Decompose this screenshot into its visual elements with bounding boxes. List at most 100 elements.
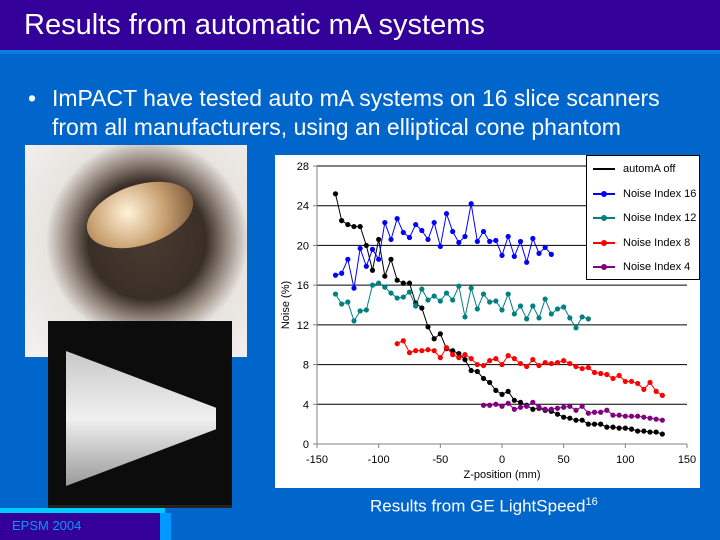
data-point — [647, 415, 653, 421]
legend-label: Noise Index 4 — [623, 261, 691, 273]
data-point — [524, 403, 530, 409]
y-tick-label: 4 — [303, 399, 309, 411]
legend-item: Noise Index 8 — [593, 236, 690, 250]
data-point — [610, 424, 616, 430]
data-point — [641, 414, 647, 420]
data-point — [505, 233, 511, 240]
data-point — [659, 417, 665, 423]
footer-bar — [0, 513, 160, 540]
x-tick-label: -150 — [306, 454, 328, 466]
data-point — [548, 360, 554, 367]
data-point — [598, 421, 604, 427]
data-point — [443, 290, 450, 296]
data-point — [511, 406, 517, 412]
data-point — [369, 267, 376, 273]
data-point — [345, 221, 351, 228]
data-point — [443, 345, 450, 351]
data-point — [511, 253, 517, 259]
data-point — [487, 238, 493, 245]
data-point — [382, 219, 388, 226]
data-point — [431, 219, 437, 226]
data-point — [425, 324, 431, 330]
data-point — [437, 243, 443, 250]
data-point — [351, 318, 357, 324]
x-tick-label: 100 — [616, 454, 634, 466]
legend-swatch — [593, 264, 615, 270]
data-point — [376, 256, 382, 262]
x-tick-label: 50 — [558, 454, 570, 466]
data-point — [332, 191, 339, 197]
data-point — [363, 307, 369, 313]
data-point — [339, 218, 345, 224]
data-point — [425, 236, 431, 243]
data-point — [351, 223, 357, 230]
data-point — [591, 369, 598, 376]
data-point — [406, 350, 413, 356]
data-point — [431, 293, 437, 299]
data-point — [517, 404, 524, 410]
data-point — [400, 229, 406, 236]
data-point — [598, 370, 604, 377]
data-point — [653, 429, 659, 435]
data-point — [474, 368, 480, 375]
data-point — [376, 280, 382, 286]
y-tick-label: 12 — [297, 320, 309, 332]
data-point — [585, 316, 591, 322]
data-point — [517, 303, 524, 309]
data-point — [561, 414, 567, 420]
y-tick-label: 8 — [303, 360, 309, 372]
data-point — [406, 289, 413, 295]
data-point — [573, 407, 579, 413]
data-point — [363, 242, 369, 249]
data-point — [542, 296, 548, 302]
data-point — [548, 406, 554, 412]
data-point — [604, 407, 610, 413]
data-point — [406, 280, 413, 286]
data-point — [388, 290, 394, 296]
data-point — [554, 359, 561, 366]
data-point — [437, 331, 443, 337]
data-point — [659, 392, 665, 398]
data-point — [456, 351, 462, 357]
x-tick-label: 150 — [678, 454, 696, 466]
data-point — [635, 428, 641, 434]
data-point — [345, 256, 351, 262]
data-point — [468, 367, 474, 374]
data-point — [536, 315, 542, 321]
data-point — [394, 341, 400, 347]
data-point — [499, 391, 505, 397]
data-point — [400, 294, 406, 300]
data-point — [369, 282, 376, 288]
caption-superscript: 16 — [585, 496, 598, 508]
data-point — [641, 386, 647, 392]
data-point — [493, 356, 499, 362]
data-point — [480, 291, 487, 297]
data-point — [450, 297, 456, 303]
legend-item: automA off — [593, 162, 675, 176]
y-tick-label: 20 — [297, 240, 309, 252]
data-point — [628, 413, 635, 419]
bullet-text: ImPACT have tested auto mA systems on 16… — [52, 85, 660, 140]
phantom-cone — [66, 351, 216, 486]
data-point — [413, 303, 419, 309]
data-point — [591, 421, 598, 427]
data-point — [413, 348, 419, 354]
noise-chart: 0 4 8 12 16 20 24 28 -150 -100 -50 0 50 100 150 Z-posit… — [275, 155, 700, 488]
data-point — [357, 308, 363, 314]
legend-swatch — [593, 215, 615, 221]
data-point — [536, 404, 542, 410]
data-point — [468, 201, 474, 207]
data-point — [505, 400, 511, 406]
data-point — [363, 263, 369, 269]
data-point — [493, 387, 499, 393]
legend-swatch — [593, 168, 615, 170]
bullet-icon: • — [28, 85, 37, 111]
data-point — [542, 244, 548, 251]
data-point — [450, 228, 456, 235]
data-point — [394, 216, 400, 222]
data-point — [579, 365, 585, 372]
data-point — [517, 238, 524, 245]
chart-legend: automA off Noise Index 16 Noise Index 12 No… — [586, 155, 700, 280]
data-point — [406, 234, 413, 241]
data-point — [573, 325, 579, 331]
